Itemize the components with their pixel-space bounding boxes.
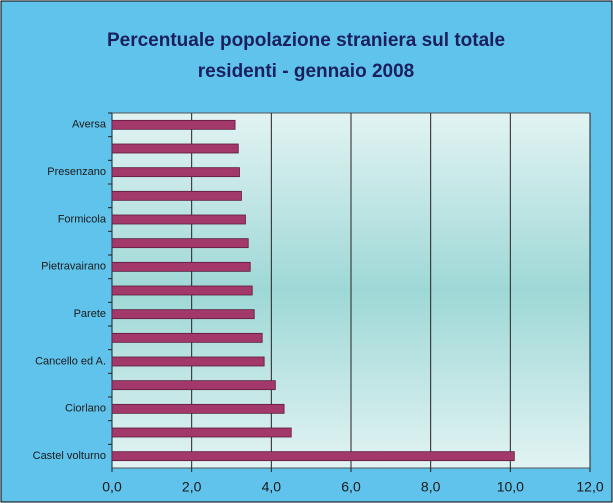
bar bbox=[111, 261, 251, 272]
bar bbox=[111, 167, 240, 178]
bar bbox=[111, 356, 265, 367]
y-tick-label: Formicola bbox=[58, 213, 107, 225]
x-tick-label: 4,0 bbox=[262, 479, 282, 495]
bar bbox=[111, 427, 292, 438]
x-tick-label: 8,0 bbox=[421, 479, 441, 495]
bar bbox=[111, 119, 236, 130]
bar bbox=[111, 238, 249, 249]
x-tick-label: 10,0 bbox=[497, 479, 524, 495]
bar bbox=[111, 332, 263, 343]
bar bbox=[111, 380, 276, 391]
y-tick-label: Aversa bbox=[72, 119, 107, 131]
x-tick-label: 0,0 bbox=[102, 479, 122, 495]
bar bbox=[111, 190, 242, 201]
y-tick-label: Parete bbox=[74, 308, 106, 320]
y-tick-label: Ciorlano bbox=[65, 403, 106, 415]
y-tick-label: Cancello ed A. bbox=[35, 355, 106, 367]
x-tick-label: 6,0 bbox=[341, 479, 361, 495]
x-tick-label: 12,0 bbox=[576, 479, 603, 495]
y-tick-label: Pietravairano bbox=[41, 261, 106, 273]
bar bbox=[111, 309, 255, 320]
bar bbox=[111, 285, 253, 296]
bar bbox=[111, 451, 515, 462]
chart-title: residenti - gennaio 2008 bbox=[198, 61, 414, 82]
y-tick-label: Presenzano bbox=[47, 166, 106, 178]
bar bbox=[111, 214, 246, 225]
chart-title: Percentuale popolazione straniera sul to… bbox=[107, 30, 505, 51]
y-tick-label: Castel volturno bbox=[33, 450, 106, 462]
x-tick-label: 2,0 bbox=[182, 479, 202, 495]
bar bbox=[111, 143, 239, 154]
bar bbox=[111, 403, 285, 414]
